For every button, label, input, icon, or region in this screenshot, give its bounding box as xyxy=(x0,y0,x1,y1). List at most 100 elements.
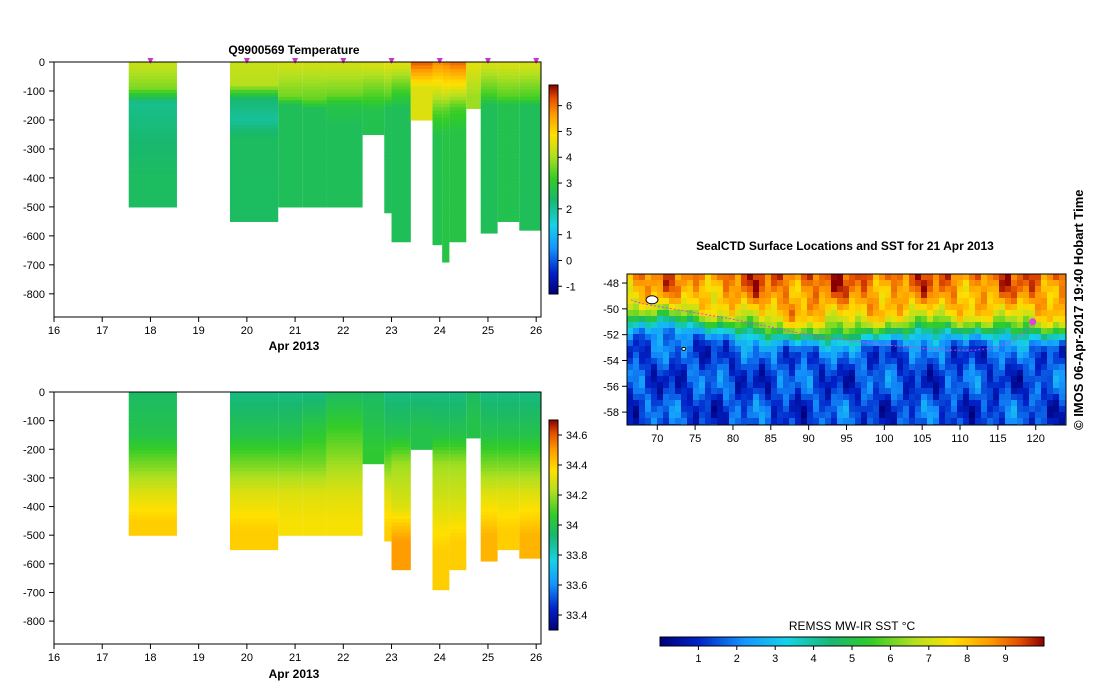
profile-cell xyxy=(497,187,520,192)
sst-cell xyxy=(993,406,1000,413)
profile-cell xyxy=(480,114,498,119)
sst-cell xyxy=(717,382,724,389)
profile-cell xyxy=(480,190,498,195)
sst-cell xyxy=(903,358,910,365)
profile-cell xyxy=(519,218,541,223)
profile-cell xyxy=(391,221,411,227)
map-x-tick-label: 90 xyxy=(803,433,815,445)
sst-cell xyxy=(921,358,928,365)
sst-cell xyxy=(711,322,718,329)
profile-cell xyxy=(480,522,498,527)
sst-cell xyxy=(645,376,652,383)
sst-cell xyxy=(849,322,856,329)
sst-cell xyxy=(849,292,856,299)
sst-cell xyxy=(1047,274,1054,281)
sst-cell xyxy=(957,334,964,341)
sst-cell xyxy=(813,418,820,425)
profile-cell xyxy=(362,124,385,129)
profile-cell xyxy=(497,100,520,105)
sst-cell xyxy=(723,388,730,395)
sst-cell xyxy=(717,316,724,323)
sst-cell xyxy=(921,310,928,317)
sst-cell xyxy=(933,394,940,401)
sst-cell xyxy=(1005,316,1012,323)
sst-cell xyxy=(933,406,940,413)
profile-cell xyxy=(519,532,541,537)
sst-cell xyxy=(909,400,916,407)
sst-cell xyxy=(711,292,718,299)
sst-cell xyxy=(909,274,916,281)
sst-cell xyxy=(801,412,808,419)
sst-cell xyxy=(897,292,904,299)
profile-cell xyxy=(480,169,498,174)
sst-cell xyxy=(639,274,646,281)
sst-cell xyxy=(645,364,652,371)
profile-cell xyxy=(466,103,481,108)
profile-cell xyxy=(432,522,450,527)
profile-cell xyxy=(519,501,541,506)
sst-cell xyxy=(951,298,958,305)
sst-cell xyxy=(969,364,976,371)
sst-cell xyxy=(783,328,790,335)
sst-cell xyxy=(639,364,646,371)
sst-cell xyxy=(627,388,634,395)
sst-cell xyxy=(867,322,874,329)
profile-cell xyxy=(391,402,411,407)
sst-cell xyxy=(891,316,898,323)
sst-cell xyxy=(945,358,952,365)
profile-cell xyxy=(432,464,450,469)
sst-colorbar-label: REMSS MW-IR SST °C xyxy=(789,619,916,633)
profile-cell xyxy=(466,68,481,74)
sst-cell xyxy=(1059,322,1066,329)
sst-cell xyxy=(771,388,778,395)
profile-cell xyxy=(480,131,498,136)
sst-cell xyxy=(903,364,910,371)
profile-cell xyxy=(466,82,481,87)
sst-cell xyxy=(1017,376,1024,383)
profile-cell xyxy=(480,488,498,493)
sst-cell xyxy=(669,322,676,329)
profile-cell xyxy=(432,145,443,150)
sst-cell xyxy=(693,322,700,329)
sst-cell xyxy=(741,364,748,371)
sst-cell xyxy=(1059,382,1066,389)
sst-cell xyxy=(729,280,736,287)
sst-cell xyxy=(885,274,892,281)
sst-cell xyxy=(1053,292,1060,299)
sst-cell xyxy=(1059,394,1066,401)
sst-cell xyxy=(933,340,940,347)
sst-cell xyxy=(867,376,874,383)
sst-cell xyxy=(771,298,778,305)
sst-cell xyxy=(759,280,766,287)
sst-cell xyxy=(837,376,844,383)
sst-cell xyxy=(915,322,922,329)
profile-cell xyxy=(278,201,303,206)
sst-cell xyxy=(891,334,898,341)
sst-cell xyxy=(939,388,946,395)
profile-cell xyxy=(432,474,450,479)
profile-cell xyxy=(449,135,467,140)
sst-cell xyxy=(1029,298,1036,305)
profile-cell xyxy=(384,467,392,472)
profile-cell xyxy=(302,190,327,195)
profile-cell xyxy=(229,65,279,70)
sst-cell xyxy=(813,334,820,341)
sst-cell xyxy=(963,382,970,389)
profile-cell xyxy=(326,166,363,171)
profile-cell xyxy=(442,169,450,174)
profile-cell xyxy=(497,208,520,213)
sst-cell xyxy=(963,358,970,365)
sst-cell xyxy=(687,358,694,365)
profile-cell xyxy=(302,128,327,133)
sst-cell xyxy=(717,346,724,353)
profile-cell xyxy=(384,429,392,434)
sst-cell xyxy=(921,364,928,371)
profile-cell xyxy=(449,467,467,472)
sst-cell xyxy=(927,370,934,377)
sst-cell xyxy=(873,400,880,407)
sst-cell xyxy=(633,328,640,335)
profile-cell xyxy=(326,100,363,105)
sst-cell xyxy=(933,280,940,287)
profile-cell xyxy=(480,221,498,227)
profile-cell xyxy=(391,169,411,174)
